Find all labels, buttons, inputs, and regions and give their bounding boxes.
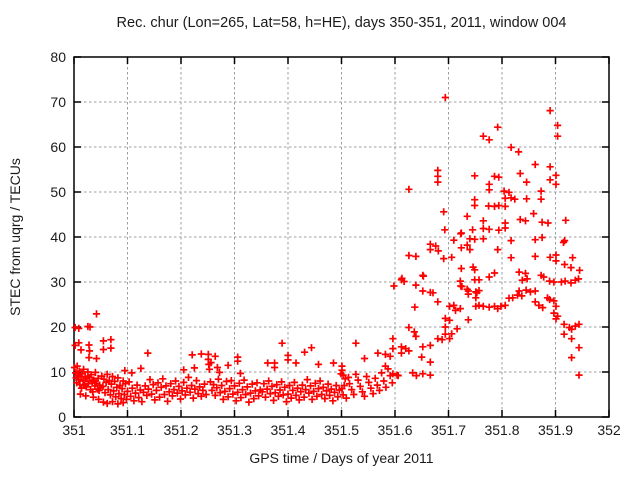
y-tick-label: 50 — [50, 184, 66, 200]
grid-lines — [74, 57, 609, 417]
x-tick-label: 351.6 — [377, 422, 412, 438]
x-tick-label: 351.9 — [538, 422, 573, 438]
y-tick-label: 30 — [50, 274, 66, 290]
y-tick-label: 20 — [50, 319, 66, 335]
y-tick-label: 40 — [50, 229, 66, 245]
y-tick-label: 60 — [50, 139, 66, 155]
x-tick-label: 351.2 — [163, 422, 198, 438]
x-tick-label: 351.5 — [324, 422, 359, 438]
y-tick-label: 80 — [50, 49, 66, 65]
x-tick-label: 351.8 — [484, 422, 519, 438]
y-tick-label: 70 — [50, 94, 66, 110]
x-tick-label: 351.4 — [270, 422, 305, 438]
x-tick-label: 352 — [597, 422, 621, 438]
tick-labels: 351 351.1 351.2 351.3 351.4 351.5 351.6 351.7 35… — [50, 49, 620, 438]
scatter-points — [70, 93, 584, 408]
x-tick-label: 351.3 — [217, 422, 252, 438]
x-axis-title: GPS time / Days of year 2011 — [249, 450, 433, 466]
y-axis-title: STEC from uqrg / TECUs — [7, 158, 23, 316]
data-point-markers — [70, 93, 584, 408]
y-tick-label: 10 — [50, 364, 66, 380]
x-tick-label: 351 — [62, 422, 86, 438]
x-tick-label: 351.1 — [110, 422, 145, 438]
y-tick-label: 0 — [58, 409, 66, 425]
plot-border — [73, 56, 610, 418]
chart-title: Rec. chur (Lon=265, Lat=58, h=HE), days … — [117, 15, 567, 31]
x-tick-label: 351.7 — [431, 422, 466, 438]
